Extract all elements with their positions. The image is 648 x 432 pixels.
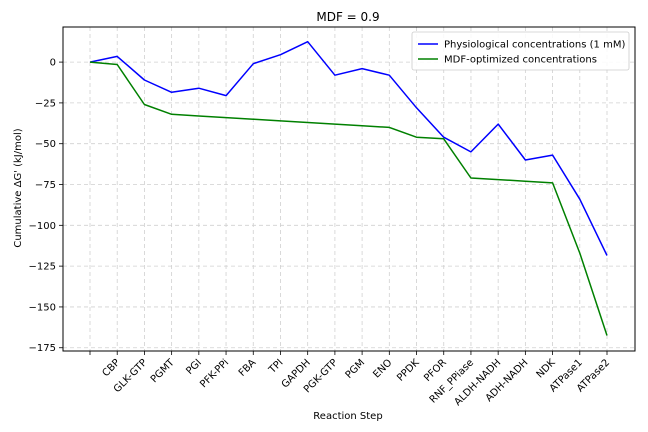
series-lines	[89, 40, 608, 336]
y-tick-label: −100	[29, 221, 56, 232]
y-tick-label: −50	[35, 139, 56, 150]
series-line-1	[89, 40, 608, 256]
series-line-2	[89, 61, 608, 336]
y-tick-label: −150	[29, 302, 56, 313]
legend-label: Physiological concentrations (1 mM)	[444, 40, 625, 51]
y-tick-label: −125	[29, 262, 56, 273]
y-axis: 0 −25 −50 −75 −100 −125 −150 −175	[29, 58, 63, 354]
y-tick-label: −175	[29, 343, 56, 354]
y-tick-label: 0	[50, 58, 56, 69]
y-tick-label: −25	[35, 98, 56, 109]
legend-label: MDF-optimized concentrations	[444, 55, 597, 66]
legend-box	[411, 31, 630, 71]
y-tick-label: −75	[35, 180, 56, 191]
legend: Physiological concentrations (1 mM) MDF-o…	[411, 31, 630, 71]
chart-title: MDF = 0.9	[316, 10, 379, 24]
grid	[63, 27, 635, 351]
plot-frame	[62, 26, 636, 352]
y-axis-title: Cumulative ΔG' (kJ/mol)	[13, 128, 24, 247]
x-axis-title: Reaction Step	[313, 411, 382, 422]
